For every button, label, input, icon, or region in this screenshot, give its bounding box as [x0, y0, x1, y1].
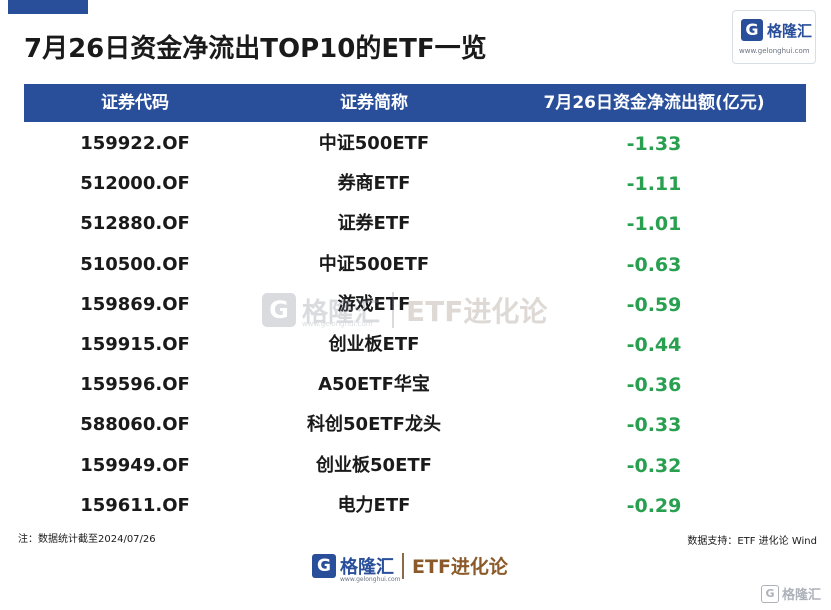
table-row: 159915.OF 创业板ETF -0.44: [24, 325, 806, 365]
footer-logo-icon: G: [312, 553, 336, 578]
table-row: 510500.OF 中证500ETF -0.63: [24, 245, 806, 285]
table-header: 证券代码 证券简称 7月26日资金净流出额(亿元): [24, 84, 806, 122]
corner-watermark: G 格隆汇: [760, 584, 821, 603]
cell-outflow: -0.63: [626, 253, 682, 276]
cell-outflow: -0.36: [626, 374, 682, 397]
cell-name: 中证500ETF: [318, 253, 430, 275]
cell-code: 512880.OF: [80, 213, 190, 235]
corner-logo-icon: G: [760, 584, 779, 603]
cell-name: 证券ETF: [337, 213, 411, 235]
footer-name: 格隆汇: [340, 556, 394, 578]
cell-name: A50ETF华宝: [318, 374, 430, 396]
cell-outflow: -1.01: [626, 213, 682, 236]
cell-name: 科创50ETF龙头: [307, 414, 441, 436]
cell-code: 159596.OF: [80, 374, 190, 396]
cell-code: 510500.OF: [80, 253, 190, 275]
footer-brand: ETF进化论: [412, 556, 508, 578]
cell-outflow: -0.59: [626, 293, 682, 316]
cell-code: 512000.OF: [80, 173, 190, 195]
brand-logo: G 格隆汇 www.gelonghui.com: [732, 10, 816, 64]
footer-logo: G 格隆汇 ETF进化论 www.gelonghui.com: [312, 552, 508, 583]
cell-outflow: -0.33: [626, 414, 682, 437]
footer-divider: [402, 552, 404, 579]
gelonghui-logo-icon: G: [741, 19, 763, 41]
corner-name: 格隆汇: [781, 588, 821, 603]
cell-code: 159869.OF: [80, 293, 190, 315]
cell-outflow: -0.29: [626, 494, 682, 517]
logo-url: www.gelonghui.com: [739, 47, 810, 55]
cell-name: 游戏ETF: [337, 293, 411, 315]
table-row: 159869.OF 游戏ETF -0.59: [24, 285, 806, 325]
table-row: 159922.OF 中证500ETF -1.33: [24, 124, 806, 164]
footnote: 注：数据统计截至2024/07/26: [18, 534, 156, 545]
table-row: 159596.OF A50ETF华宝 -0.36: [24, 365, 806, 405]
cell-name: 电力ETF: [337, 494, 411, 516]
cell-code: 159922.OF: [80, 133, 190, 154]
table-row: 159611.OF 电力ETF -0.29: [24, 486, 806, 526]
top-accent-bar: [8, 0, 88, 14]
table-row: 159949.OF 创业板50ETF -0.32: [24, 446, 806, 486]
cell-name: 券商ETF: [337, 173, 411, 195]
cell-outflow: -1.33: [626, 133, 682, 155]
cell-name: 创业板ETF: [328, 333, 420, 355]
cell-code: 159949.OF: [80, 454, 190, 476]
logo-name: 格隆汇: [767, 21, 813, 40]
header-name: 证券简称: [340, 93, 408, 113]
header-outflow: 7月26日资金净流出额(亿元): [543, 93, 765, 113]
page-title: 7月26日资金净流出TOP10的ETF一览: [24, 34, 487, 64]
table-row: 512000.OF 券商ETF -1.11: [24, 164, 806, 204]
table-row: 588060.OF 科创50ETF龙头 -0.33: [24, 405, 806, 445]
cell-outflow: -0.44: [626, 333, 682, 356]
cell-code: 588060.OF: [80, 414, 190, 436]
cell-code: 159915.OF: [80, 333, 190, 355]
footer-url: www.gelonghui.com: [340, 576, 401, 583]
data-source: 数据支持：ETF 进化论 Wind: [687, 536, 817, 547]
cell-name: 创业板50ETF: [316, 454, 432, 476]
header-code: 证券代码: [101, 93, 169, 113]
table-body: 159922.OF 中证500ETF -1.33 512000.OF 券商ETF…: [24, 124, 806, 526]
cell-name: 中证500ETF: [318, 133, 430, 154]
table-row: 512880.OF 证券ETF -1.01: [24, 204, 806, 244]
cell-outflow: -0.32: [626, 454, 682, 477]
cell-outflow: -1.11: [626, 173, 682, 196]
cell-code: 159611.OF: [80, 494, 190, 516]
